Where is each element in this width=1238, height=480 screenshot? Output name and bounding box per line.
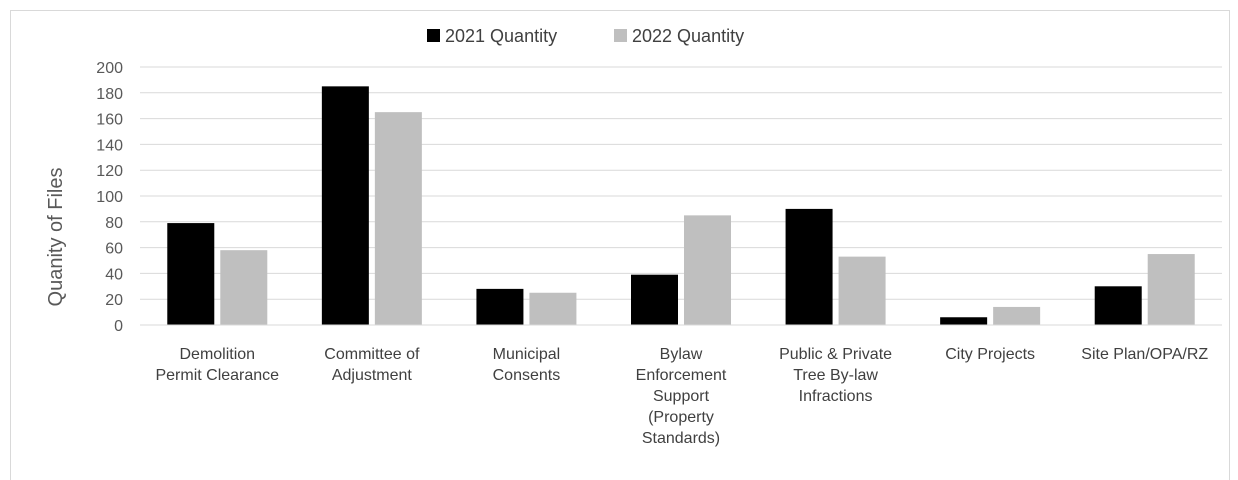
y-tick-label: 0 <box>114 318 123 335</box>
x-category-label: Public & Private Tree By-law Infractions <box>779 346 892 405</box>
bars <box>167 86 1195 326</box>
bar-2021 <box>631 274 678 325</box>
legend-swatch-2021 <box>427 29 440 42</box>
x-category-label: Bylaw Enforcement Support (Property Standard… <box>636 346 727 447</box>
y-tick-label: 140 <box>96 137 123 154</box>
y-tick-label: 180 <box>96 86 123 103</box>
y-tick-label: 160 <box>96 112 123 129</box>
bar-2021 <box>167 223 215 325</box>
chart-frame <box>10 10 1230 480</box>
legend-swatch-2022 <box>614 29 627 42</box>
bar-2022 <box>1147 254 1195 325</box>
bar-2022 <box>993 306 1041 325</box>
x-category-label-line: Tree By-law <box>793 367 878 384</box>
bar-2021 <box>785 208 833 325</box>
y-tick-label: 40 <box>105 266 123 283</box>
y-axis-title: Quanity of Files <box>45 168 67 307</box>
legend: 2021 Quantity 2022 Quantity <box>427 26 744 46</box>
x-category-label: Municipal Consents <box>493 346 561 384</box>
bar-2022 <box>220 250 268 325</box>
x-category-label-line: Committee of <box>324 346 420 363</box>
x-category-label-line: Consents <box>493 367 561 384</box>
x-category-label: Site Plan/OPA/RZ <box>1081 346 1208 363</box>
bar-2022 <box>684 215 731 325</box>
gridlines <box>140 66 1222 300</box>
x-category-label-line: Enforcement <box>636 367 727 384</box>
y-tick-label: 80 <box>105 215 123 232</box>
y-tick-label: 120 <box>96 163 123 180</box>
x-category-label-line: Permit Clearance <box>155 367 279 384</box>
y-tick-label: 100 <box>96 189 123 206</box>
x-category-label-line: Site Plan/OPA/RZ <box>1081 346 1208 363</box>
y-tick-label: 60 <box>105 241 123 258</box>
bar-2022 <box>838 256 886 325</box>
x-category-label-line: Infractions <box>799 388 873 405</box>
x-category-label-line: Support <box>653 388 710 405</box>
x-category-label: Demolition Permit Clearance <box>155 346 279 384</box>
y-tick-label: 20 <box>105 292 123 309</box>
x-category-label-line: Public & Private <box>779 346 892 363</box>
x-category-label-line: Municipal <box>493 346 561 363</box>
legend-label-2022: 2022 Quantity <box>632 26 744 46</box>
x-category-label: Committee of Adjustment <box>324 346 420 384</box>
x-axis-labels: Demolition Permit Clearance Committee of Ad… <box>155 346 1208 447</box>
bar-2022 <box>529 292 577 325</box>
bar-2021 <box>940 317 988 325</box>
x-category-label-line: Demolition <box>179 346 255 363</box>
bar-2021 <box>476 288 524 325</box>
y-axis-ticks: 0 20 40 60 80 100 120 140 160 180 200 <box>96 60 123 335</box>
bar-2022 <box>374 112 422 326</box>
x-category-label-line: City Projects <box>945 346 1035 363</box>
x-category-label-line: Adjustment <box>332 367 413 384</box>
x-category-label-line: Standards) <box>642 430 720 447</box>
y-tick-label: 200 <box>96 60 123 77</box>
legend-label-2021: 2021 Quantity <box>445 26 557 46</box>
x-category-label: City Projects <box>945 346 1035 363</box>
bar-2021 <box>1094 286 1142 325</box>
bar-2021 <box>321 86 369 325</box>
x-category-label-line: (Property <box>648 409 714 426</box>
x-category-label-line: Bylaw <box>660 346 703 363</box>
